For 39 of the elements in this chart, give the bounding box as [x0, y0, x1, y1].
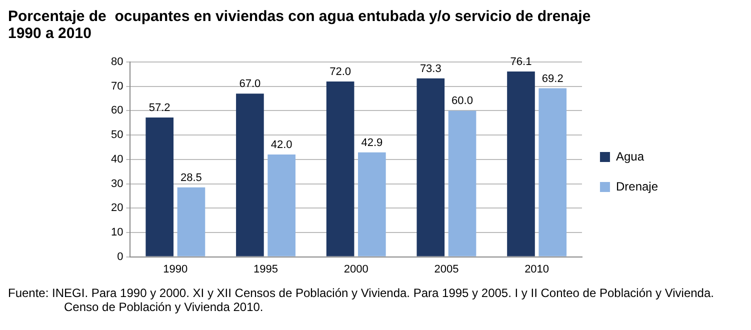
chart-subtitle: 1990 a 2010	[8, 25, 92, 42]
data-label: 73.3	[420, 62, 442, 75]
bar	[177, 187, 206, 256]
data-label: 60.0	[452, 95, 473, 108]
y-tick-label: 60	[110, 104, 124, 117]
bar	[358, 152, 386, 256]
data-label: 28.5	[180, 172, 202, 184]
y-tick-label: 30	[110, 178, 124, 190]
x-tick-label: 1990	[163, 263, 188, 276]
data-label: 42.9	[361, 136, 383, 149]
data-label: 72.0	[330, 66, 352, 78]
y-tick-label: 20	[110, 202, 124, 214]
x-tick-label: 1995	[254, 263, 278, 276]
bar	[507, 71, 535, 256]
data-label: 69.2	[542, 72, 564, 85]
y-tick-label: 10	[110, 226, 124, 238]
y-tick-label: 70	[110, 80, 124, 92]
bar	[538, 88, 567, 256]
bar	[416, 78, 445, 256]
data-label: 57.2	[148, 102, 170, 114]
bar	[448, 110, 476, 256]
y-tick-label: 80	[110, 56, 124, 68]
legend-label: Drenaje	[616, 179, 658, 194]
chart-title: Porcentaje de ocupantes en viviendas con agua entubada y/o servicio de drenaje	[8, 8, 592, 25]
bar	[326, 81, 354, 256]
x-tick-label: 2000	[344, 263, 368, 276]
data-label: 67.0	[239, 78, 261, 90]
data-label: 42.0	[270, 139, 292, 152]
x-tick-label: 2005	[434, 263, 459, 276]
legend-label: Agua	[616, 149, 644, 164]
bar	[146, 118, 174, 256]
y-tick-label: 50	[110, 129, 124, 142]
bar	[268, 154, 296, 256]
x-tick-label: 2010	[524, 263, 550, 276]
source-note: Fuente: INEGI. Para 1990 y 2000. XI y XII Censos de Población y Vivienda. Para 1995 y 2005. I y II Conteo de Población y Vivienda. Censo de Población y Vivienda 2010.	[8, 286, 715, 314]
y-tick-label: 0	[117, 250, 124, 263]
data-label: 76.1	[510, 56, 532, 68]
y-tick-label: 40	[110, 153, 124, 166]
bar	[236, 94, 264, 256]
